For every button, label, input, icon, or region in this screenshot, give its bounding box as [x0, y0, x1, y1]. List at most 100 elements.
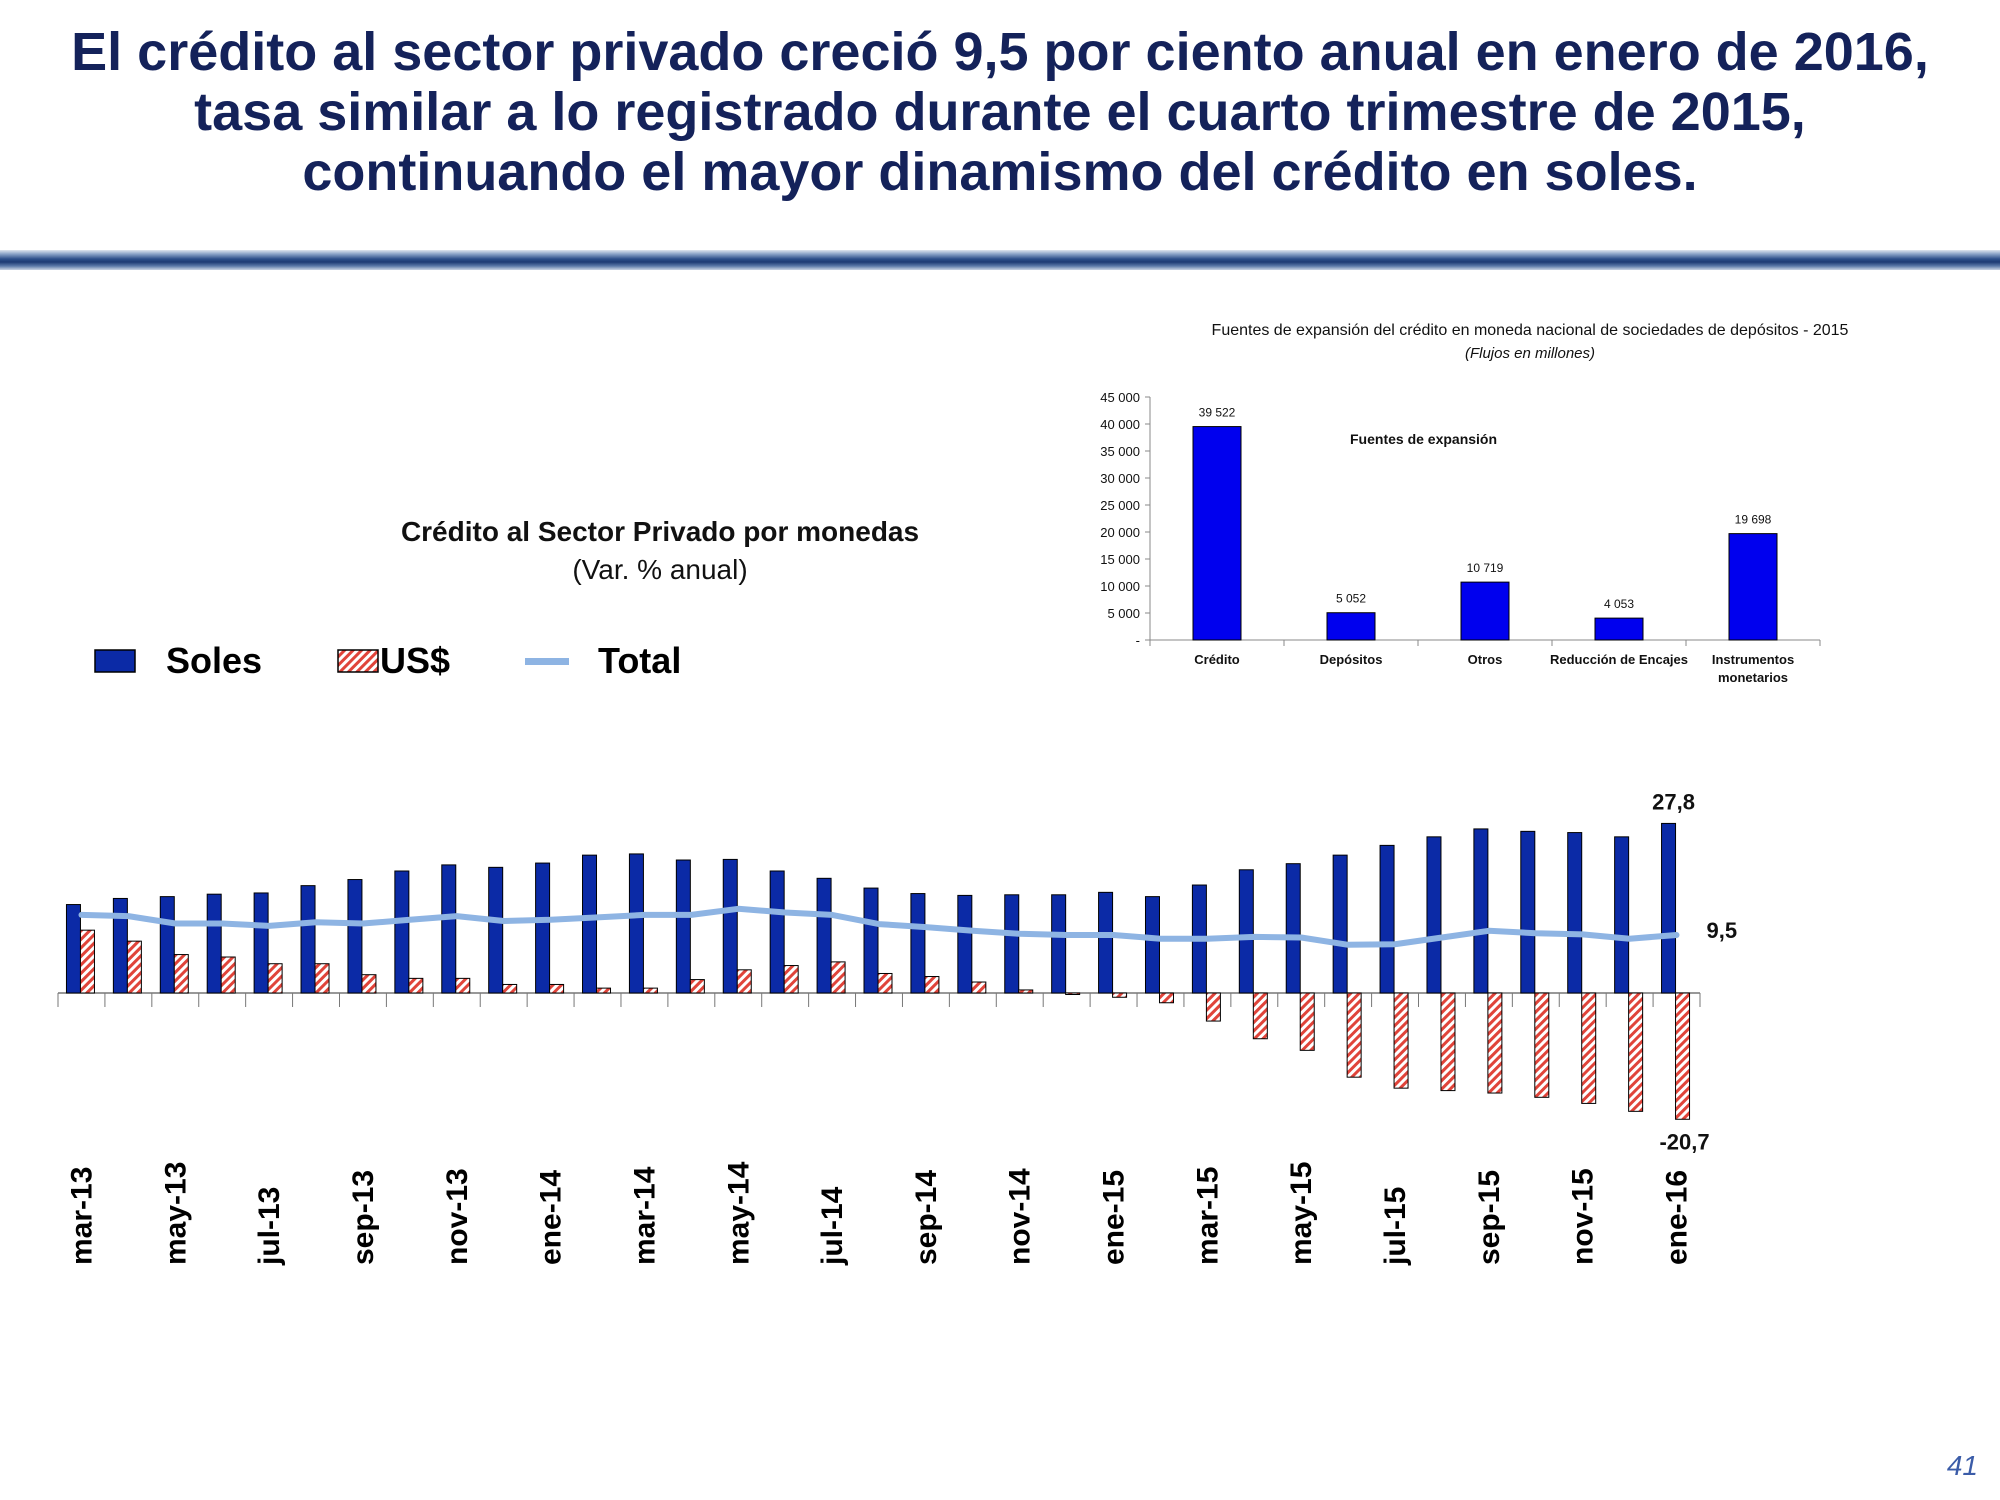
inset-y-tick-label: 45 000: [1100, 390, 1140, 405]
headline-line-2: tasa similar a lo registrado durante el …: [194, 82, 1806, 142]
inset-bar: [1460, 581, 1510, 641]
x-tick-label: may-14: [722, 1161, 755, 1265]
usd-last-data-label: -20,7: [1659, 1129, 1709, 1154]
usd-bar: [877, 972, 893, 994]
soles-bar: [112, 897, 128, 994]
soles-bar: [675, 859, 691, 994]
usd-bar: [1346, 992, 1362, 1078]
inset-bar: [1728, 533, 1778, 641]
soles-bar: [1004, 894, 1020, 994]
soles-bar: [957, 894, 973, 994]
usd-bar: [783, 965, 799, 994]
headline-line-1: El crédito al sector privado creció 9,5 …: [71, 22, 1929, 82]
usd-bar: [1675, 992, 1691, 1120]
inset-y-tick-label: -: [1136, 633, 1140, 648]
main-chart-subtitle: (Var. % anual): [572, 554, 747, 585]
usd-bar: [1112, 992, 1128, 998]
inset-category-label: Instrumentos: [1712, 652, 1794, 667]
x-tick-label: ene-16: [1661, 1170, 1694, 1265]
usd-bar: [314, 963, 330, 994]
usd-bar: [1628, 992, 1644, 1112]
soles-bar: [582, 854, 598, 994]
soles-bar: [206, 893, 222, 994]
usd-bar: [1065, 992, 1081, 995]
usd-bar: [830, 961, 846, 994]
soles-bar: [1520, 830, 1536, 994]
inset-category-label: Crédito: [1194, 652, 1240, 667]
usd-bar: [455, 977, 471, 994]
legend-usd-label: US$: [380, 640, 450, 681]
inset-y-tick-label: 30 000: [1100, 471, 1140, 486]
soles-bar: [441, 864, 457, 994]
x-tick-label: jul-14: [816, 1186, 849, 1266]
usd-bar: [1018, 989, 1034, 994]
header-divider: [0, 250, 2000, 270]
inset-y-tick-label: 10 000: [1100, 579, 1140, 594]
usd-bar: [971, 981, 987, 994]
usd-bar: [689, 979, 705, 994]
inset-y-tick-label: 15 000: [1100, 552, 1140, 567]
soles-bar: [394, 870, 410, 994]
inset-chart-plot: - 5 000 10 000 15 000 20 000 25 000 30 000 35 0…: [1100, 390, 1821, 685]
usd-bar: [642, 987, 658, 994]
legend-usd-swatch: [337, 649, 379, 673]
inset-bar-value-label: 39 522: [1199, 406, 1236, 420]
legend-soles-label: Soles: [166, 640, 262, 681]
x-tick-label: mar-13: [65, 1167, 98, 1265]
usd-bar: [126, 940, 142, 994]
soles-bar: [628, 853, 644, 994]
usd-bar: [408, 977, 424, 994]
main-chart-plot: 27,8 9,5 -20,7 mar-13 may-13 jul-13 sep-13 nov-…: [57, 789, 1738, 1266]
usd-bar: [1440, 992, 1456, 1092]
usd-bar: [549, 983, 565, 994]
usd-bar: [1581, 992, 1597, 1104]
soles-bar: [1098, 891, 1114, 994]
soles-bar: [769, 870, 785, 994]
soles-bar: [863, 887, 879, 994]
usd-bar: [924, 976, 940, 994]
soles-bar: [253, 892, 269, 994]
soles-bar: [1332, 854, 1348, 994]
total-last-data-label: 9,5: [1707, 918, 1738, 943]
inset-y-tick-label: 35 000: [1100, 444, 1140, 459]
soles-last-data-label: 27,8: [1652, 789, 1695, 814]
soles-bar: [1567, 832, 1583, 994]
inset-y-tick-label: 20 000: [1100, 525, 1140, 540]
usd-bar: [502, 983, 518, 994]
soles-bar: [347, 879, 363, 994]
x-tick-label: mar-14: [628, 1166, 661, 1265]
usd-bar: [736, 969, 752, 994]
inset-y-tick-label: 40 000: [1100, 417, 1140, 432]
legend-total-swatch: [525, 658, 569, 665]
inset-bar: [1326, 612, 1376, 641]
inset-bar: [1594, 617, 1644, 641]
x-tick-label: sep-15: [1473, 1170, 1506, 1265]
soles-bar: [488, 866, 504, 994]
inset-category-label: Reducción de Encajes: [1550, 652, 1688, 667]
usd-bar: [1534, 992, 1550, 1098]
inset-y-tick-label: 5 000: [1107, 606, 1140, 621]
soles-bar: [1426, 836, 1442, 994]
soles-bar: [65, 904, 81, 994]
usd-bar: [1205, 992, 1221, 1022]
usd-bar: [220, 956, 236, 994]
inset-chart-subtitle: (Flujos en millones): [1465, 345, 1595, 362]
x-tick-label: ene-15: [1098, 1170, 1131, 1265]
soles-bar: [1473, 828, 1489, 994]
slide-headline: El crédito al sector privado creció 9,5 …: [0, 22, 2000, 202]
legend-total-label: Total: [598, 640, 681, 681]
x-tick-label: nov-14: [1004, 1168, 1037, 1265]
usd-bar: [596, 987, 612, 994]
usd-bar: [361, 974, 377, 994]
usd-bar: [173, 954, 189, 994]
x-tick-label: may-13: [159, 1162, 192, 1265]
x-tick-label: sep-13: [347, 1170, 380, 1265]
x-tick-label: jul-13: [253, 1187, 286, 1266]
x-tick-label: ene-14: [535, 1170, 568, 1265]
main-chart-title: Crédito al Sector Privado por monedas: [401, 516, 919, 547]
x-tick-label: sep-14: [910, 1170, 943, 1265]
x-tick-label: nov-15: [1567, 1168, 1600, 1265]
soles-bar: [159, 896, 175, 994]
inset-chart-annotation: Fuentes de expansión: [1350, 431, 1497, 447]
